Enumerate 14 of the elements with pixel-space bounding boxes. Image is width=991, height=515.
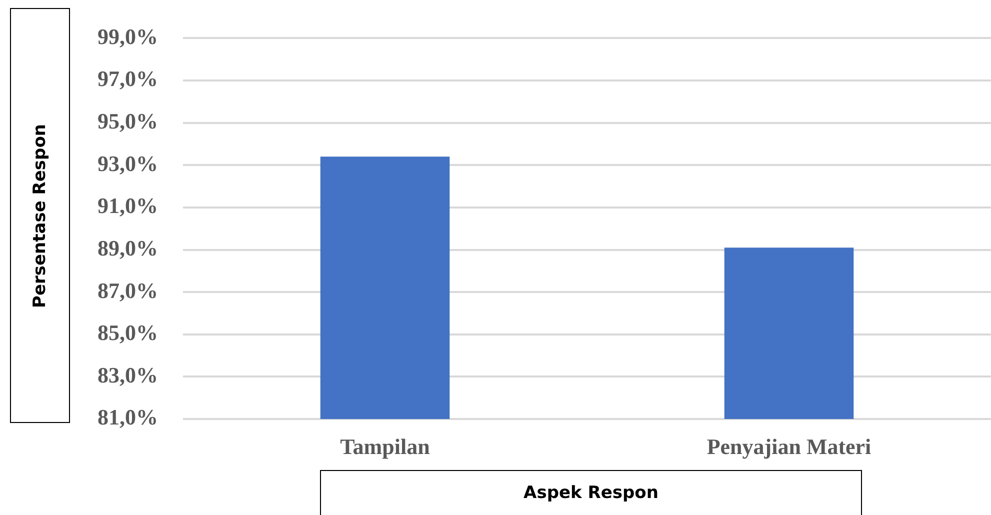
y-tick-label: 97,0% bbox=[98, 66, 158, 92]
y-tick-label: 91,0% bbox=[98, 193, 158, 218]
y-tick-label: 95,0% bbox=[98, 108, 158, 134]
y-tick-label: 89,0% bbox=[98, 235, 158, 260]
y-tick-label: 83,0% bbox=[98, 362, 158, 388]
y-tick-label: 99,0% bbox=[98, 24, 158, 49]
y-tick-label: 87,0% bbox=[98, 278, 158, 303]
x-tick-label: Penyajian Materi bbox=[706, 434, 872, 459]
y-tick-label: 81,0% bbox=[98, 404, 158, 430]
x-tick-label: Tampilan bbox=[340, 434, 430, 459]
y-tick-label: 85,0% bbox=[98, 320, 158, 346]
y-axis-title: Persentase Respon bbox=[30, 124, 50, 308]
x-axis-title: Aspek Respon bbox=[524, 483, 658, 503]
y-tick-label: 93,0% bbox=[98, 150, 158, 176]
